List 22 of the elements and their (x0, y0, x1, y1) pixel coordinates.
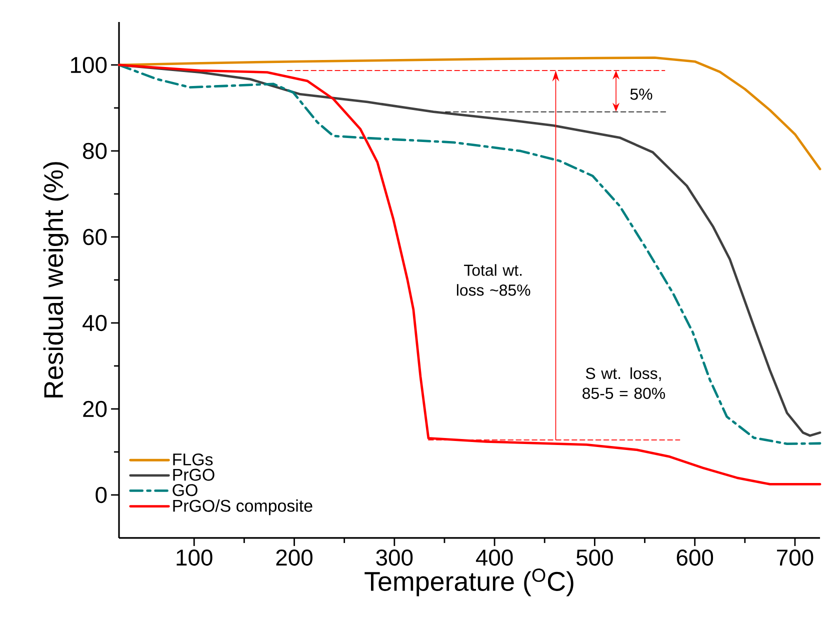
x-tick-label: 500 (576, 549, 613, 566)
y-tick-label: 40 (82, 314, 107, 332)
x-axis-title: Temperature ($^{O}$C) (364, 568, 574, 596)
annotation: S wt. loss, 85-5 = 80% (582, 367, 666, 399)
annotation: Total wt. loss ~85% (456, 264, 530, 296)
y-tick-label: 60 (83, 228, 107, 246)
x-tick-label: 600 (676, 549, 714, 566)
y-tick-label: 80 (83, 142, 107, 160)
x-tick-label: 700 (777, 549, 814, 566)
y-axis-title: Residual weight (%) (43, 162, 68, 398)
legend-label: PrGO/S composite (173, 499, 312, 516)
legend-label: FLGs (173, 453, 213, 466)
legend-label: GO (172, 484, 198, 496)
x-tick-label: 400 (476, 549, 513, 566)
x-tick-label: 200 (276, 549, 312, 566)
y-tick-label: 0 (96, 486, 107, 504)
legend-label: PrGO (173, 468, 214, 481)
y-tick-label: 100 (71, 56, 107, 74)
y-tick-label: 20 (83, 400, 107, 418)
x-tick-label: 100 (176, 549, 212, 566)
annotation: 5% (630, 88, 652, 100)
x-tick-label: 300 (376, 549, 413, 566)
